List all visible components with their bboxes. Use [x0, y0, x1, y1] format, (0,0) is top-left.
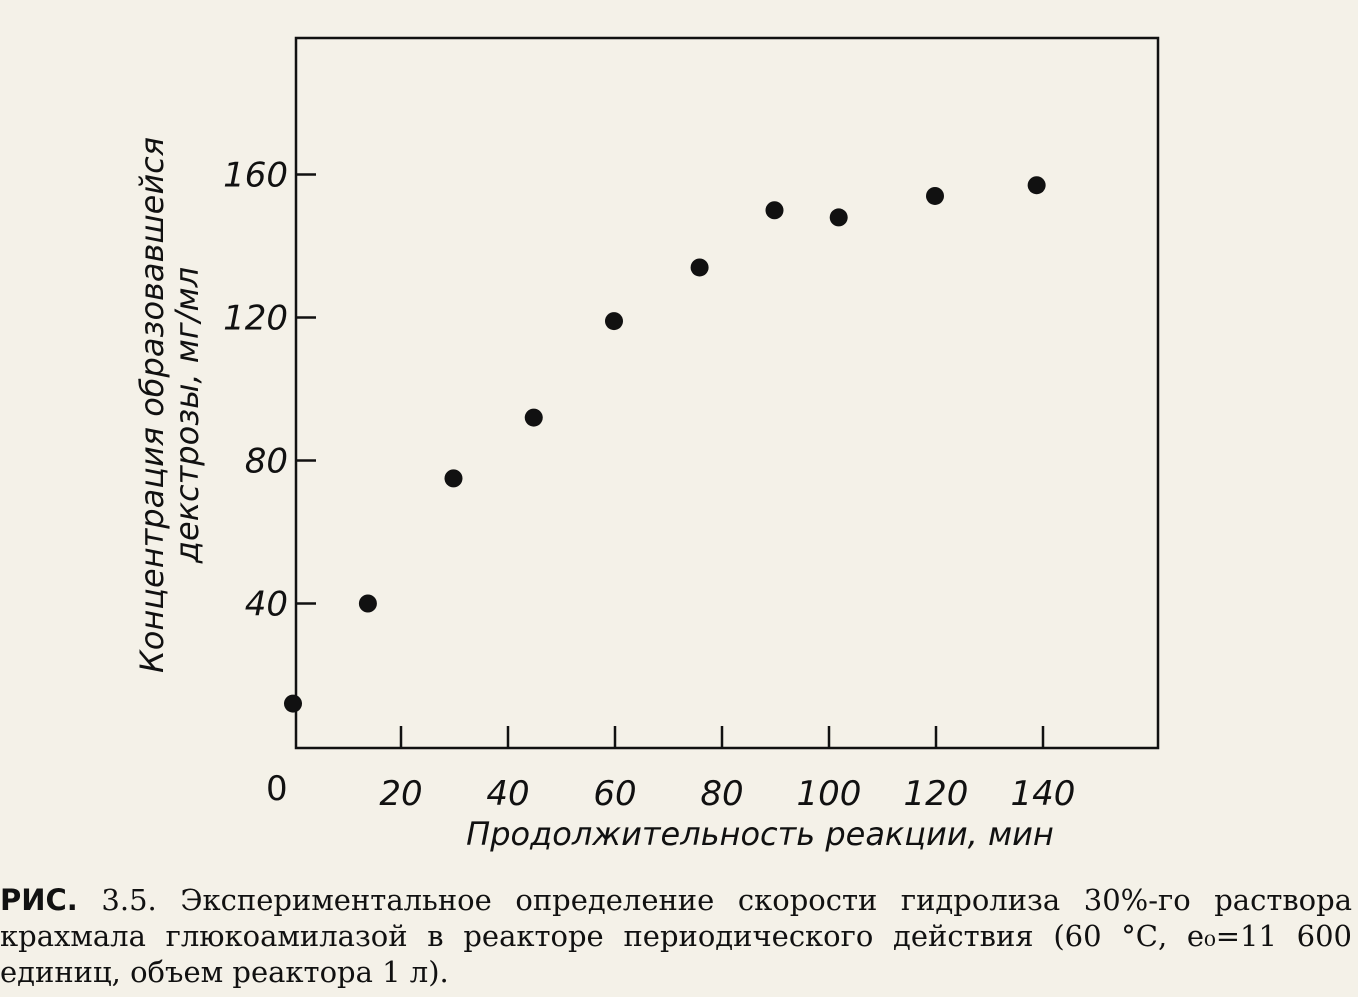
data-point	[358, 594, 377, 613]
data-point	[444, 469, 463, 488]
origin-label: 0	[266, 769, 288, 809]
x-tick-label: 20	[379, 774, 422, 814]
y-tick-label: 40	[245, 585, 288, 625]
x-axis-title: Продолжительность реакции, мин	[466, 815, 1054, 853]
caption-text: 3.5. Экспериментальное определение скоро…	[0, 883, 1352, 989]
y-tick-label: 120	[223, 299, 288, 339]
data-point	[284, 694, 302, 713]
data-point	[829, 208, 848, 227]
data-point	[605, 312, 623, 331]
data-point	[1027, 176, 1046, 195]
y-axis-title-line2: декстрозы, мг/мл	[168, 267, 206, 564]
y-axis-ticks: 40 80 120 160	[223, 156, 316, 625]
plot-frame	[294, 36, 1160, 750]
x-tick-label: 100	[797, 774, 862, 814]
x-tick-label: 140	[1011, 774, 1076, 814]
figure-caption: РИС. 3.5. Экспериментальное определение …	[0, 882, 1352, 990]
x-tick-label: 120	[904, 774, 969, 814]
data-points	[284, 176, 1046, 713]
x-tick-label: 40	[486, 774, 529, 814]
data-point	[690, 258, 709, 277]
y-tick-label: 80	[245, 442, 288, 482]
x-axis-ticks: 20 40 60 80 100 120 140	[379, 726, 1075, 814]
data-point	[765, 201, 784, 220]
x-tick-label: 60	[593, 774, 636, 814]
caption-label: РИС.	[0, 883, 78, 917]
x-tick-label: 80	[700, 774, 743, 814]
y-tick-label: 160	[223, 156, 288, 196]
y-axis-title-line1: Концентрация образовавшейся	[133, 137, 171, 673]
data-point	[524, 408, 543, 427]
data-point	[926, 186, 944, 205]
